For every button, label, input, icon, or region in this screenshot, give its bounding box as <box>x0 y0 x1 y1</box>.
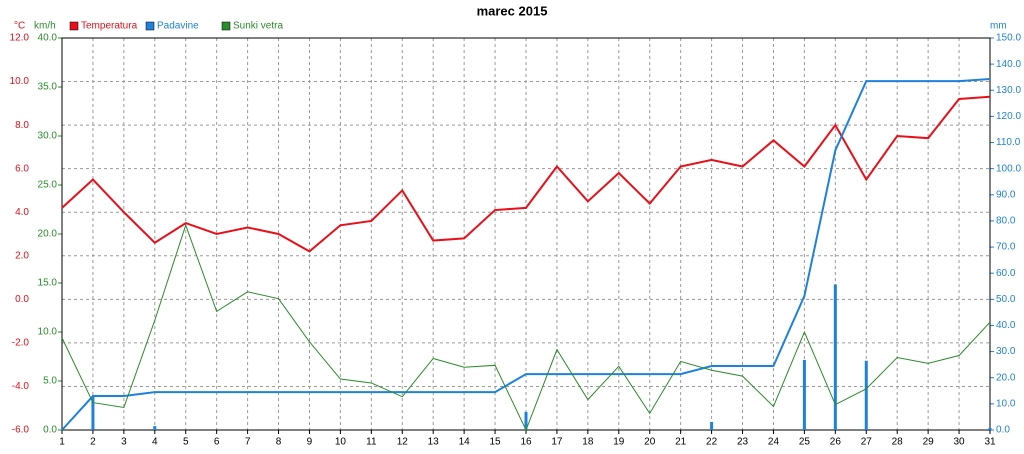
x-tick-label: 5 <box>183 437 189 448</box>
x-tick-label: 22 <box>706 437 718 448</box>
legend-swatch <box>221 21 231 31</box>
y3-tick-label: 30.0 <box>38 131 58 142</box>
legend-label: Padavine <box>157 21 199 32</box>
y3-tick-label: 15.0 <box>38 278 58 289</box>
x-tick-label: 9 <box>307 437 313 448</box>
x-tick-label: 26 <box>830 437 842 448</box>
y-tick-label: 10.0 <box>10 76 30 87</box>
x-tick-label: 12 <box>397 437 409 448</box>
bar <box>153 426 157 430</box>
x-tick-label: 28 <box>892 437 904 448</box>
legend-label: Sunki vetra <box>233 21 283 32</box>
x-tick-label: 30 <box>954 437 966 448</box>
y2-tick-label: 30.0 <box>996 346 1016 357</box>
x-tick-label: 13 <box>428 437 440 448</box>
y2-tick-label: 80.0 <box>996 216 1016 227</box>
bar <box>988 427 992 430</box>
x-tick-label: 18 <box>582 437 594 448</box>
y2-tick-label: 40.0 <box>996 320 1016 331</box>
y2-tick-label: 0.0 <box>996 425 1010 436</box>
bar <box>864 360 868 430</box>
x-tick-label: 6 <box>214 437 220 448</box>
y-tick-label: 0.0 <box>15 294 29 305</box>
y3-tick-label: 5.0 <box>43 376 57 387</box>
x-tick-label: 17 <box>551 437 563 448</box>
y2-tick-label: 150.0 <box>996 33 1021 44</box>
x-tick-label: 14 <box>459 437 471 448</box>
y2-tick-label: 90.0 <box>996 189 1016 200</box>
y-tick-label: -4.0 <box>12 381 30 392</box>
y2-tick-label: 60.0 <box>996 268 1016 279</box>
x-tick-label: 10 <box>335 437 347 448</box>
x-tick-label: 16 <box>520 437 532 448</box>
x-tick-label: 31 <box>984 437 996 448</box>
y-tick-label: 2.0 <box>15 250 29 261</box>
y2-tick-label: 130.0 <box>996 85 1021 96</box>
x-tick-label: 8 <box>276 437 282 448</box>
y2-tick-label: 70.0 <box>996 242 1016 253</box>
bar <box>524 411 528 430</box>
x-tick-label: 7 <box>245 437 251 448</box>
y-tick-label: 4.0 <box>15 207 29 218</box>
y3-tick-label: 35.0 <box>38 82 58 93</box>
series-line <box>61 78 991 431</box>
x-tick-label: 24 <box>768 437 780 448</box>
x-tick-label: 1 <box>59 437 65 448</box>
x-tick-label: 3 <box>121 437 127 448</box>
x-tick-label: 21 <box>675 437 687 448</box>
x-tick-label: 4 <box>152 437 158 448</box>
y2-tick-label: 140.0 <box>996 59 1021 70</box>
y2-tick-label: 50.0 <box>996 294 1016 305</box>
bar <box>710 421 714 430</box>
y2-tick-label: 120.0 <box>996 111 1021 122</box>
x-tick-label: 29 <box>923 437 935 448</box>
bar <box>833 284 837 430</box>
x-tick-label: 27 <box>861 437 873 448</box>
y3-tick-label: 25.0 <box>38 180 58 191</box>
legend-swatch <box>69 21 79 31</box>
y-tick-label: 12.0 <box>10 33 30 44</box>
x-tick-label: 20 <box>644 437 656 448</box>
x-tick-label: 15 <box>490 437 502 448</box>
x-tick-label: 23 <box>737 437 749 448</box>
y-unit: °C <box>14 21 25 32</box>
y3-unit: km/h <box>34 21 56 32</box>
y2-tick-label: 110.0 <box>996 137 1021 148</box>
y2-unit: mm <box>990 21 1007 32</box>
x-tick-label: 25 <box>799 437 811 448</box>
y3-tick-label: 40.0 <box>38 33 58 44</box>
chart-title: marec 2015 <box>477 3 548 18</box>
y-tick-label: -6.0 <box>12 425 30 436</box>
bar <box>91 396 95 430</box>
legend-swatch <box>145 21 155 31</box>
y3-tick-label: 10.0 <box>38 327 58 338</box>
y3-tick-label: 20.0 <box>38 229 58 240</box>
y-tick-label: 8.0 <box>15 120 29 131</box>
x-tick-label: 2 <box>90 437 96 448</box>
y2-tick-label: 20.0 <box>996 372 1016 383</box>
y2-tick-label: 10.0 <box>996 399 1016 410</box>
x-tick-label: 19 <box>613 437 625 448</box>
y-tick-label: 6.0 <box>15 163 29 174</box>
series-line <box>61 95 991 253</box>
bar <box>802 359 806 430</box>
x-tick-label: 11 <box>366 437 377 448</box>
y3-tick-label: 0.0 <box>43 425 57 436</box>
y-tick-label: -2.0 <box>12 338 30 349</box>
legend-label: Temperatura <box>81 21 138 32</box>
series-line <box>61 223 991 432</box>
y2-tick-label: 100.0 <box>996 163 1021 174</box>
